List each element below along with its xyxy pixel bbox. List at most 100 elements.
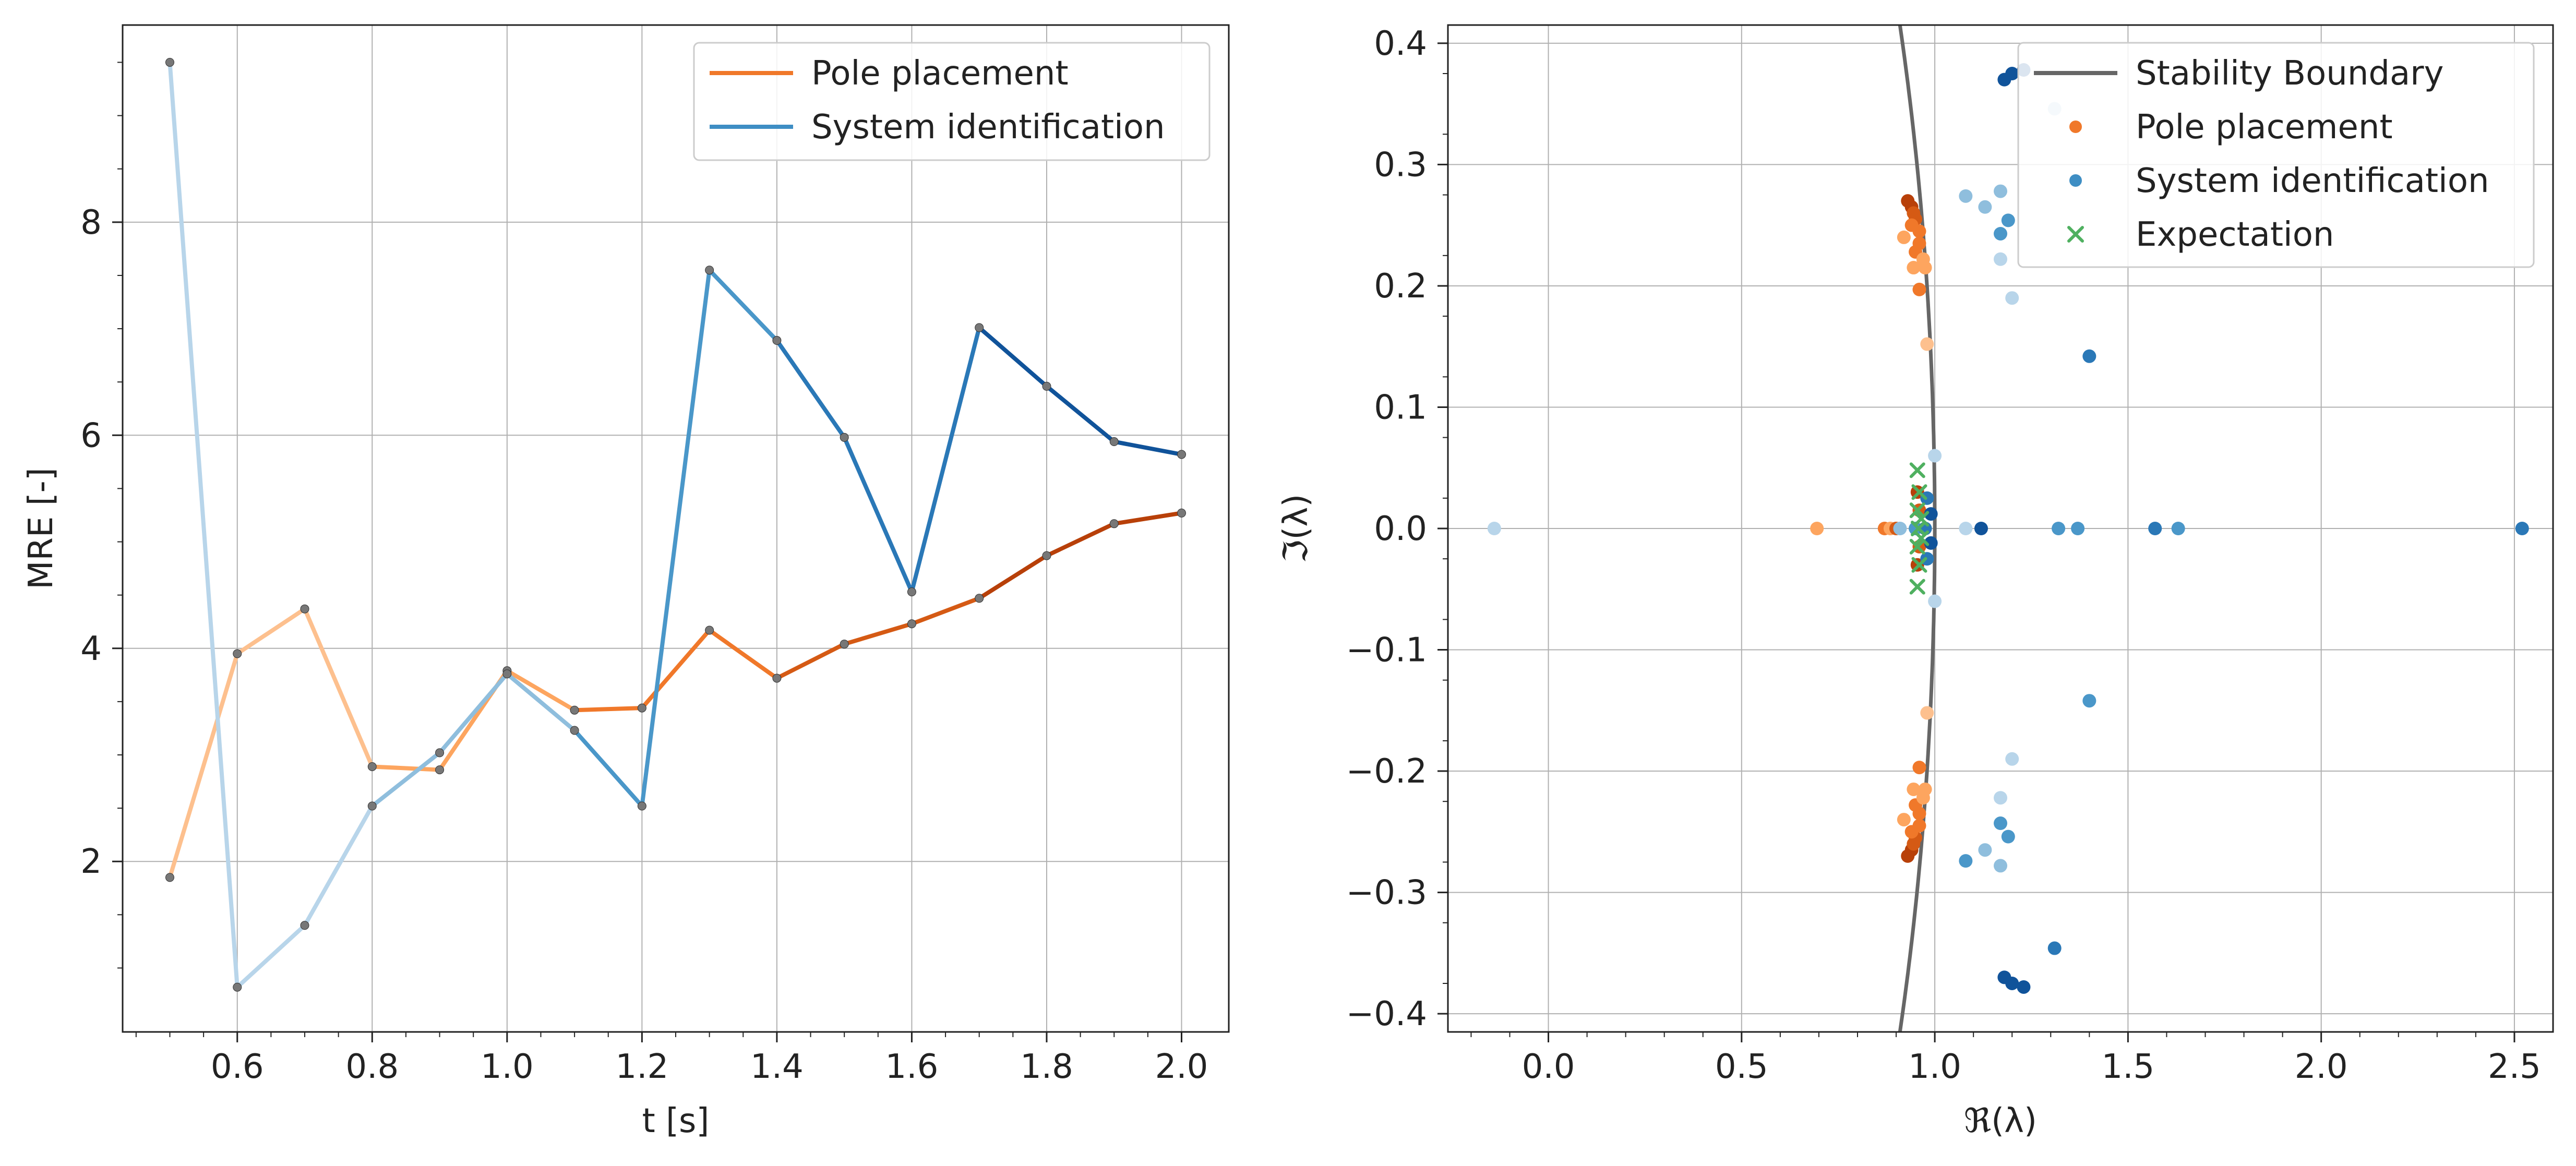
expectation-eigenvalue [1911,484,1927,500]
system-identification-point [975,323,984,332]
eigen-y-ticks: −0.4 −0.3 −0.2 −0.1 0.0 0.1 0.2 0.3 0.4 [1346,25,1448,1033]
system-identification-point [300,921,309,930]
legend-pole-placement-label-2: Pole placement [2136,108,2393,147]
pole-placement-eigenvalue [1897,230,1911,244]
pole-placement-point [772,674,782,683]
legend-pole-placement-label: Pole placement [811,54,1069,93]
pole-placement-line-segment [505,668,577,713]
system-identification-point [1177,450,1187,459]
system-identification-eigenvalue [1893,522,1907,535]
legend-expectation-cross [2067,226,2084,243]
mre-x-ticks: 0.6 0.8 1.0 1.2 1.4 1.6 1.8 2.0 [135,1032,1208,1086]
system-identification-eigenvalue [1924,507,1938,521]
legend-expectation-label: Expectation [2136,215,2334,254]
pole-placement-line-segment [235,607,307,656]
system-identification-eigenvalue [1959,854,1973,868]
eigen-x-ticks: 0.0 0.5 1.0 1.5 2.0 2.5 [1470,1032,2541,1086]
system-identification-eigenvalue [2005,976,2019,990]
mre-y-tick-label: 2 [80,843,102,881]
system-identification-eigenvalue [2005,291,2019,305]
eigen-y-tick-label: 0.4 [1374,25,1427,63]
mre-x-tick-label: 2.0 [1155,1048,1208,1086]
pole-placement-line-segment [640,628,712,711]
system-identification-eigenvalue [2082,349,2096,363]
pole-placement-point [1109,519,1119,528]
system-identification-point [502,669,512,679]
expectation-eigenvalue [1909,502,1925,519]
pole-placement-line-segment [167,651,239,880]
pole-placement-point [907,619,916,629]
system-identification-line-segment [1044,384,1117,444]
pole-placement-point [637,703,646,713]
system-identification-eigenvalue [2001,213,2015,227]
system-identification-eigenvalue [2001,830,2015,844]
system-identification-eigenvalue [2052,522,2066,535]
system-identification-eigenvalue [1924,536,1938,550]
eigen-y-tick-label: 0.0 [1374,510,1427,548]
mre-x-tick-label: 1.0 [481,1048,534,1086]
system-identification-line-segment [640,268,712,809]
pole-placement-line-segment [774,642,847,680]
expectation-eigenvalue [1909,538,1925,555]
system-identification-line-segment [774,338,847,440]
mre-y-tick-label: 6 [80,416,102,455]
eigen-y-axis-label: ℑ(λ) [1277,494,1315,563]
system-identification-line-segment [1112,439,1184,457]
mre-x-axis-label: t [s] [642,1102,710,1140]
legend-system-identification-marker [2069,174,2082,187]
mre-y-axis-label: MRE [-] [22,467,61,590]
eigen-x-tick-label: 1.5 [2101,1048,2154,1086]
system-identification-point [435,748,445,758]
pole-placement-eigenvalue [1918,261,1932,275]
system-identification-eigenvalue [1909,522,1923,535]
mre-x-tick-label: 1.8 [1020,1048,1073,1086]
eigen-y-tick-label: 0.2 [1374,267,1427,306]
pole-placement-line-segment [909,596,981,626]
pole-placement-eigenvalue [1810,522,1824,535]
pole-placement-point [300,604,309,614]
pole-placement-point [165,873,174,882]
system-identification-line-segment [977,326,1049,389]
eigen-x-tick-label: 2.0 [2295,1048,2348,1086]
system-identification-point [233,982,242,992]
eigen-y-tick-label: −0.1 [1346,631,1427,670]
mre-x-tick-label: 1.4 [750,1048,804,1086]
system-identification-line-segment [370,750,442,809]
system-identification-eigenvalue [2005,752,2019,766]
system-identification-point [367,801,377,811]
legend-system-identification-label-2: System identification [2136,162,2489,200]
pole-placement-eigenvalue [1920,706,1934,720]
pole-placement-line-segment [977,554,1049,600]
pole-placement-point [435,765,445,775]
system-identification-line-segment [842,435,914,594]
expectation-eigenvalue [1911,557,1927,573]
system-identification-eigenvalue [1994,184,2007,198]
eigen-x-tick-label: 0.5 [1715,1048,1768,1086]
pole-placement-point [1177,508,1187,518]
system-identification-eigenvalue [2082,694,2096,708]
mre-x-tick-label: 1.2 [615,1048,668,1086]
system-identification-line-segment [303,804,375,928]
mre-legend[interactable]: Pole placement System identification [693,42,1211,161]
system-identification-eigenvalue [2005,67,2019,81]
system-identification-eigenvalue [2171,522,2185,535]
pole-placement-line-segment [303,607,375,769]
eigen-legend[interactable]: Stability Boundary Pole placement System… [2017,42,2535,268]
system-identification-point [907,587,916,597]
legend-system-identification-label: System identification [811,108,1165,147]
pole-placement-eigenvalue [1912,761,1926,775]
pole-placement-point [975,594,984,603]
mre-series-lines [165,57,1187,992]
system-identification-eigenvalue [1974,522,1988,535]
pole-placement-eigenvalue [1907,782,1921,796]
pole-placement-eigenvalue [1918,782,1932,796]
system-identification-line-segment [437,671,509,755]
pole-placement-line-segment [707,628,779,680]
system-identification-line-segment [505,671,577,733]
eigenvalue-scatter-chart: 0.0 0.5 1.0 1.5 2.0 2.5 −0.4−0.3−0.2−0.10.00.… [1277,24,2554,1140]
eigen-y-tick-label: −0.2 [1346,752,1427,791]
pole-placement-eigenvalue [1920,337,1934,351]
pole-placement-line-segment [1112,511,1184,526]
system-identification-line-segment [572,728,644,809]
